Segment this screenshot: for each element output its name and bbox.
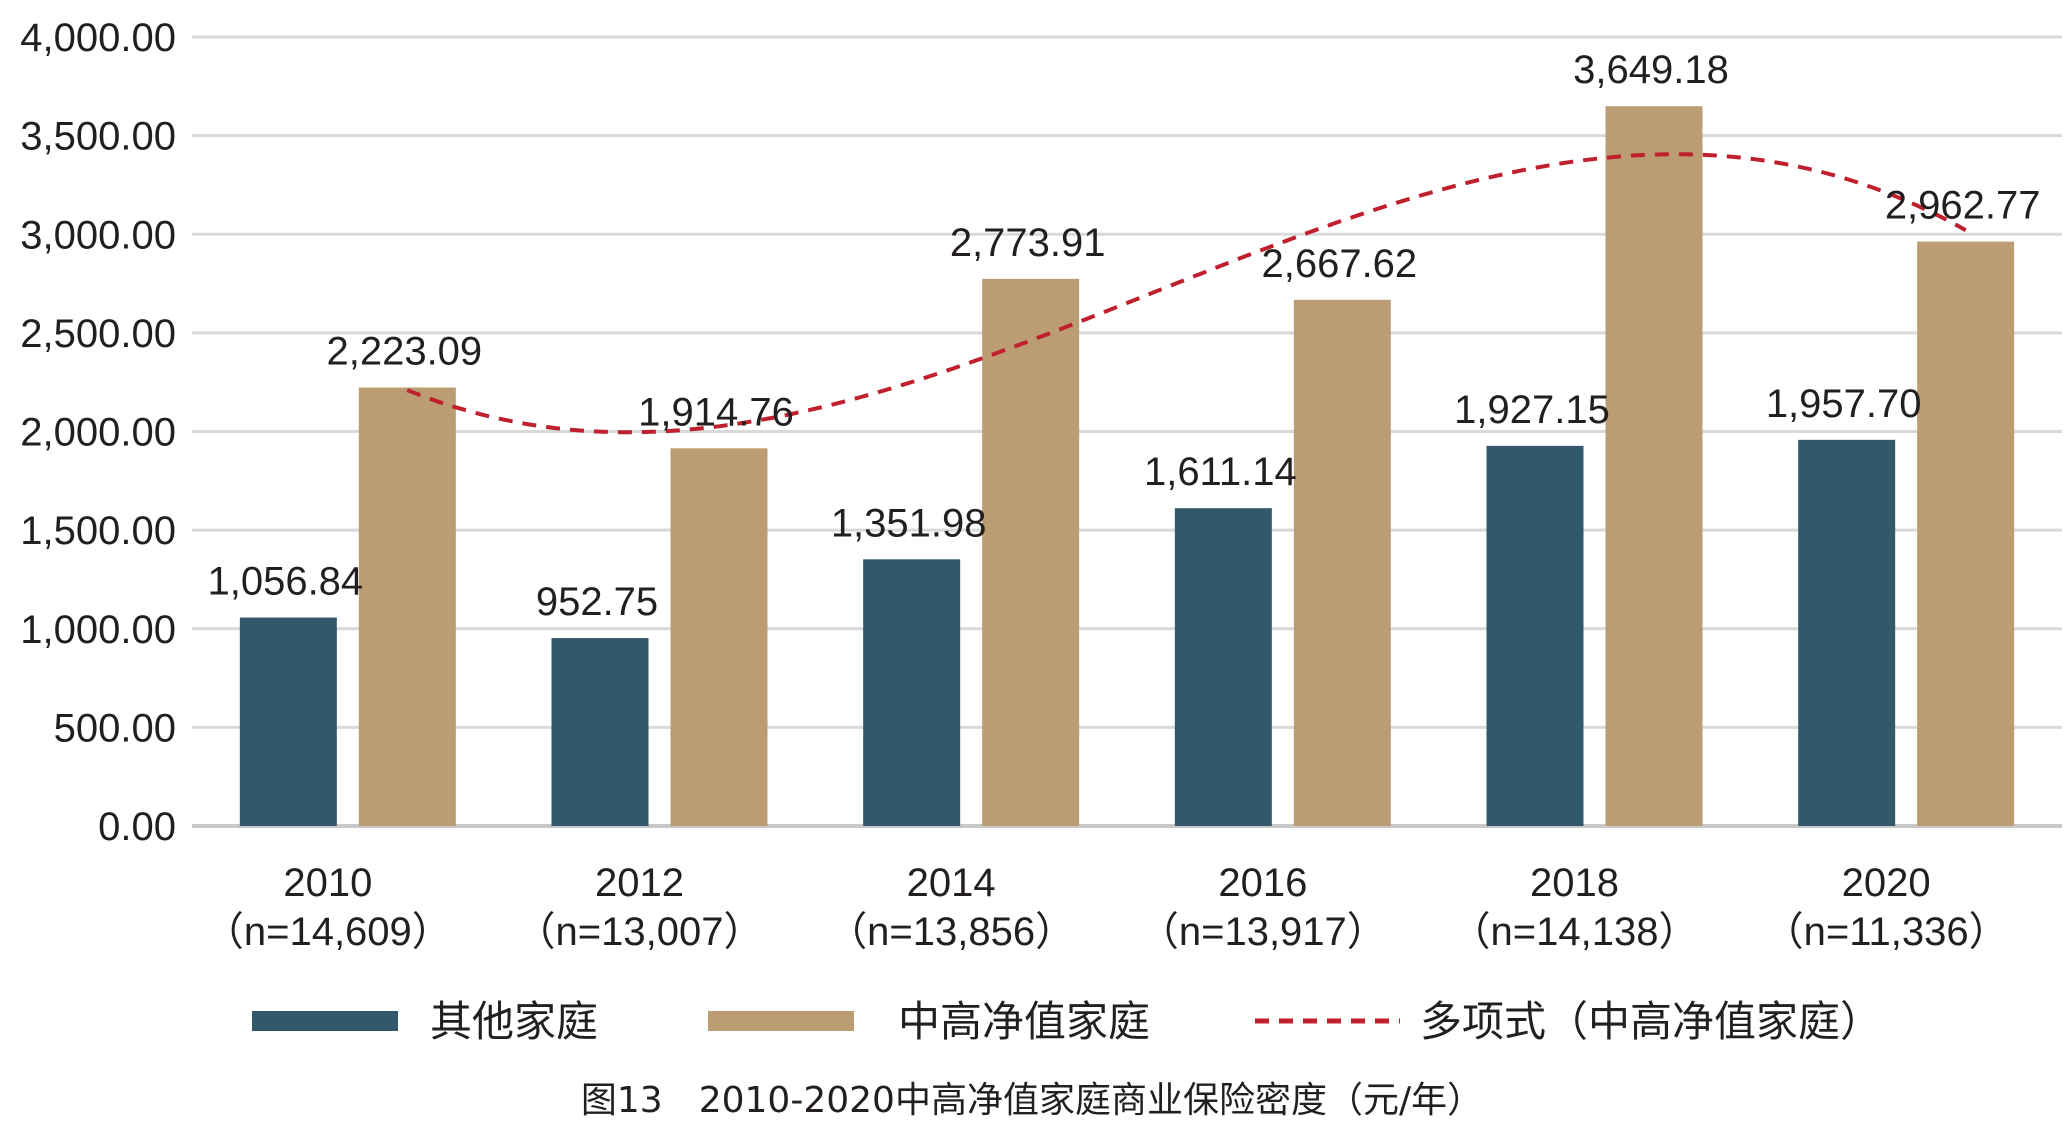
gridlines bbox=[192, 35, 2062, 828]
data-label-hnw-households: 2,667.62 bbox=[1261, 242, 1417, 286]
bar-hnw-households bbox=[1917, 241, 2015, 826]
x-axis: 2010 （n=14,609） 2012 （n=13,007） 2014 （n=13,85… bbox=[204, 861, 2009, 954]
figure-caption: 图13 2010-2020中高净值家庭商业保险密度（元/年） bbox=[581, 1080, 1483, 1121]
data-label-other-households: 1,611.14 bbox=[1144, 450, 1297, 494]
y-tick-label: 1,000.00 bbox=[20, 608, 176, 652]
y-axis: 0.00 500.00 1,000.00 1,500.00 2,000.00 2,500.… bbox=[20, 16, 176, 849]
x-tick-label: 2014 bbox=[907, 861, 996, 905]
bar-other-households bbox=[239, 617, 337, 826]
y-tick-label: 2,500.00 bbox=[20, 312, 176, 356]
bar-other-households bbox=[1486, 445, 1584, 826]
bar-other-households bbox=[551, 638, 649, 826]
bar-other-households bbox=[1174, 508, 1272, 826]
y-tick-label: 500.00 bbox=[54, 706, 176, 750]
bars bbox=[239, 106, 2015, 827]
bar-hnw-households bbox=[1605, 106, 1703, 827]
bar-hnw-households bbox=[1293, 299, 1391, 826]
bar-hnw-households bbox=[358, 387, 456, 826]
x-tick-sublabel: （n=14,138） bbox=[1451, 910, 1699, 954]
legend-swatch-hnw-households bbox=[708, 1011, 854, 1031]
y-tick-label: 2,000.00 bbox=[20, 411, 176, 455]
legend-label-hnw-households: 中高净值家庭 bbox=[898, 997, 1150, 1046]
legend: 其他家庭 中高净值家庭 多项式（中高净值家庭） bbox=[252, 997, 1882, 1046]
data-label-other-households: 1,927.15 bbox=[1454, 388, 1610, 432]
data-label-other-households: 1,056.84 bbox=[207, 560, 363, 604]
data-label-hnw-households: 2,773.91 bbox=[950, 221, 1106, 265]
data-label-hnw-households: 2,223.09 bbox=[326, 329, 482, 373]
x-tick-label: 2020 bbox=[1842, 861, 1931, 905]
x-tick-label: 2018 bbox=[1530, 861, 1619, 905]
y-tick-label: 3,500.00 bbox=[20, 115, 176, 159]
data-label-other-households: 952.75 bbox=[536, 580, 658, 624]
bar-hnw-households bbox=[982, 278, 1080, 826]
x-tick-label: 2016 bbox=[1218, 861, 1307, 905]
legend-label-other-households: 其他家庭 bbox=[430, 997, 598, 1046]
y-tick-label: 1,500.00 bbox=[20, 509, 176, 553]
x-tick-sublabel: （n=14,609） bbox=[204, 910, 452, 954]
data-label-hnw-households: 3,649.18 bbox=[1573, 48, 1729, 92]
legend-label-trendline: 多项式（中高净值家庭） bbox=[1420, 997, 1882, 1046]
data-labels: 1,056.84 2,223.09 952.75 1,914.76 1,351.98 2,… bbox=[207, 48, 2040, 624]
y-tick-label: 3,000.00 bbox=[20, 213, 176, 257]
x-tick-sublabel: （n=13,856） bbox=[827, 910, 1075, 954]
bar-other-households bbox=[1798, 439, 1896, 826]
x-tick-sublabel: （n=11,336） bbox=[1764, 910, 2009, 954]
x-tick-label: 2012 bbox=[595, 861, 684, 905]
bar-other-households bbox=[863, 559, 961, 826]
legend-swatch-other-households bbox=[252, 1011, 398, 1031]
data-label-hnw-households: 2,962.77 bbox=[1885, 184, 2041, 228]
x-tick-sublabel: （n=13,007） bbox=[516, 910, 764, 954]
x-tick-sublabel: （n=13,917） bbox=[1139, 910, 1387, 954]
x-tick-label: 2010 bbox=[283, 861, 372, 905]
data-label-other-households: 1,351.98 bbox=[831, 501, 987, 545]
y-tick-label: 0.00 bbox=[98, 805, 176, 849]
polynomial-trendline bbox=[406, 152, 1967, 435]
data-label-other-households: 1,957.70 bbox=[1766, 382, 1922, 426]
bar-hnw-households bbox=[670, 448, 768, 826]
y-tick-label: 4,000.00 bbox=[20, 16, 176, 60]
data-label-hnw-households: 1,914.76 bbox=[638, 390, 794, 434]
